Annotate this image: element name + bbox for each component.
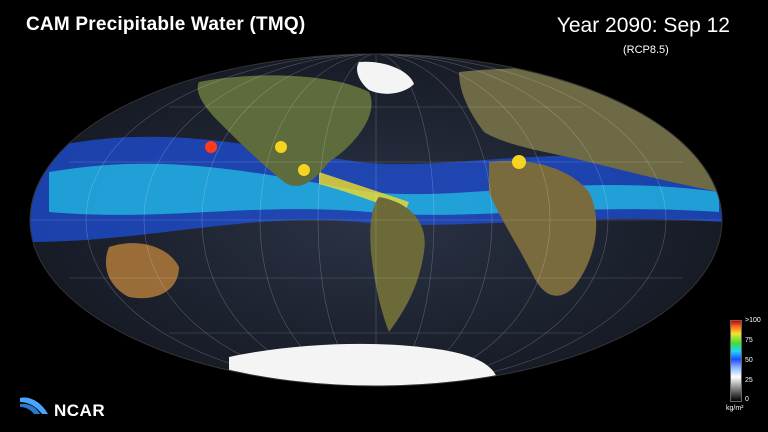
storm-2: [275, 141, 287, 153]
world-map: [29, 52, 723, 388]
colorbar-tick-75: 75: [745, 337, 753, 344]
colorbar-tick-50: 50: [745, 357, 753, 364]
storm-3: [298, 164, 310, 176]
colorbar-tick-100: >100: [745, 317, 761, 324]
colorbar-tick-0: 0: [745, 396, 749, 403]
colorbar-tick-25: 25: [745, 377, 753, 384]
date-label: Year 2090: Sep 12: [557, 14, 730, 38]
colorbar-unit: kg/m²: [726, 405, 744, 412]
page-title: CAM Precipitable Water (TMQ): [26, 14, 305, 36]
storm-1: [205, 141, 217, 153]
colorbar: [730, 320, 742, 402]
ncar-logo-text: NCAR: [54, 401, 105, 421]
